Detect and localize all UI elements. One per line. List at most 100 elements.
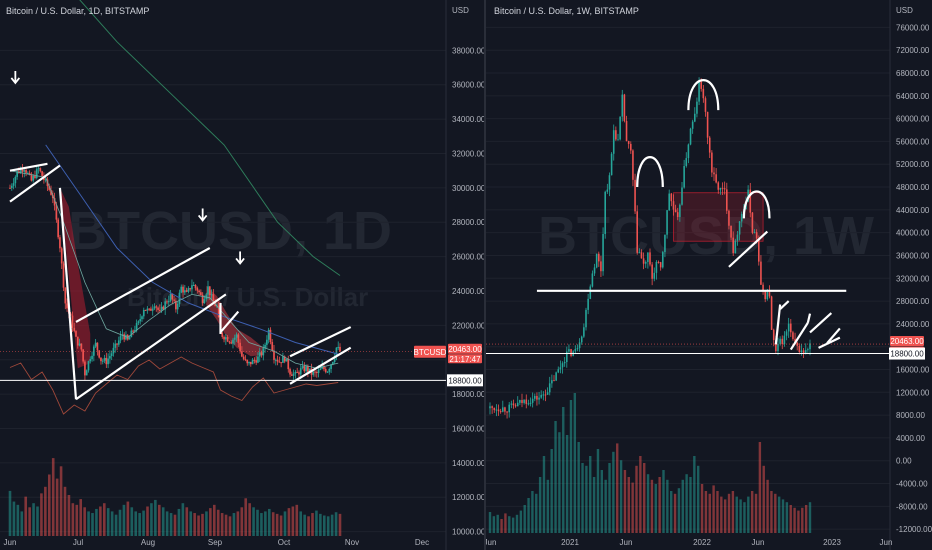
candle-body	[546, 392, 549, 395]
trend-line[interactable]	[728, 230, 769, 268]
candle-body	[257, 356, 259, 363]
volume-bar	[808, 502, 812, 533]
candle-body	[315, 371, 318, 374]
trend-line[interactable]	[289, 346, 352, 385]
trend-line[interactable]	[219, 310, 240, 333]
x-tick-label: Aug	[141, 538, 155, 547]
candle-body	[105, 357, 108, 365]
candle-body	[210, 294, 213, 296]
pattern-arc[interactable]	[687, 79, 720, 111]
candle-body	[317, 369, 320, 374]
candle-body	[255, 360, 258, 363]
volume-bar	[322, 515, 326, 536]
weekly-chart-canvas[interactable]: -12000.00 -8000.00 -4000.00 0.00 4000.00 8000…	[486, 0, 932, 550]
candle-body	[627, 141, 630, 144]
candle-body	[150, 308, 152, 311]
y-tick-label: 12000.00	[452, 493, 484, 502]
weekly-chart-pane[interactable]: BTCUSD, 1W -12000.00 -8000.00 -4000.00 0.00…	[486, 0, 932, 550]
candle-body	[82, 349, 84, 362]
trend-line[interactable]	[789, 322, 809, 351]
candle-body	[623, 94, 626, 121]
x-tick-label: Jun	[752, 538, 765, 547]
pattern-arc[interactable]	[742, 190, 771, 219]
candle-body	[747, 189, 749, 202]
candle-body	[201, 294, 204, 304]
trend-line[interactable]	[75, 247, 211, 323]
trend-line[interactable]	[818, 336, 841, 349]
volume-bar	[91, 513, 94, 536]
candle-body	[64, 287, 67, 304]
candle-body	[687, 144, 690, 159]
candle-body	[497, 409, 500, 412]
candle-body	[221, 332, 224, 337]
volume-bar	[201, 513, 204, 536]
trend-line[interactable]	[58, 187, 78, 400]
candle-body	[514, 405, 517, 407]
trend-line[interactable]	[289, 326, 352, 358]
pane-divider[interactable]	[484, 0, 486, 550]
trend-line[interactable]	[9, 162, 48, 172]
y-tick-label: 64000.00	[896, 92, 930, 101]
daily-chart-canvas[interactable]: 10000.00 12000.00 14000.00 16000.00 18000.00…	[0, 0, 484, 550]
candle-body	[112, 347, 115, 354]
y-tick-label: -12000.00	[896, 525, 932, 534]
trend-line[interactable]	[826, 327, 841, 344]
volume-bar	[122, 504, 126, 536]
candle-body	[103, 357, 106, 361]
volume-bar	[577, 442, 580, 533]
candle-body	[612, 130, 615, 154]
volume-bar	[326, 516, 330, 536]
volume-bar	[731, 491, 735, 533]
y-tick-label: 12000.00	[896, 388, 930, 397]
volume-bar	[338, 513, 342, 536]
volume-bar	[670, 491, 673, 533]
x-tick-label: Nov	[345, 538, 359, 547]
candle-body	[146, 308, 149, 311]
candle-body	[248, 361, 250, 364]
y-tick-label: 24000.00	[896, 320, 930, 329]
candle-body	[66, 303, 68, 309]
candle-body	[775, 340, 777, 352]
volume-bar	[157, 504, 161, 536]
candle-body	[228, 341, 231, 343]
candle-body	[615, 130, 617, 140]
candle-body	[151, 308, 154, 311]
candle-body	[563, 362, 566, 364]
y-tick-label: 14000.00	[452, 459, 484, 468]
candle-body	[194, 284, 197, 288]
candle-body	[328, 368, 331, 372]
volume-bar	[762, 465, 765, 533]
trend-line[interactable]	[9, 164, 61, 203]
candle-body	[691, 121, 694, 129]
volume-bar	[59, 466, 63, 536]
volume-bar	[126, 501, 130, 536]
trend-line[interactable]	[774, 304, 782, 345]
candle-body	[200, 292, 202, 295]
volume-bar	[319, 513, 322, 536]
candle-body	[266, 339, 268, 345]
trend-line[interactable]	[809, 312, 833, 334]
candle-body	[226, 337, 229, 342]
countdown-tag: 21:17:47	[449, 355, 481, 364]
volume-bar	[693, 456, 696, 533]
volume-bar	[205, 511, 208, 536]
candle-body	[232, 339, 234, 344]
candle-body	[587, 298, 589, 310]
candle-body	[670, 193, 673, 202]
volume-bar	[118, 509, 122, 536]
candle-body	[578, 342, 581, 349]
volume-bar	[542, 456, 546, 533]
trend-line[interactable]	[806, 313, 812, 323]
daily-chart-pane[interactable]: BTCUSD, 1D Bitcoin / U.S. Dollar 10000.0…	[0, 0, 484, 550]
trend-line[interactable]	[75, 293, 227, 401]
candle-body	[114, 343, 117, 348]
pattern-arc[interactable]	[636, 156, 664, 188]
volume-bar	[747, 496, 750, 533]
trend-line[interactable]	[779, 300, 790, 310]
volume-bar	[785, 502, 789, 533]
candle-body	[495, 409, 498, 411]
candle-body	[269, 329, 272, 343]
candle-body	[555, 372, 557, 381]
volume-bar	[71, 503, 75, 536]
volume-bar	[44, 486, 47, 536]
